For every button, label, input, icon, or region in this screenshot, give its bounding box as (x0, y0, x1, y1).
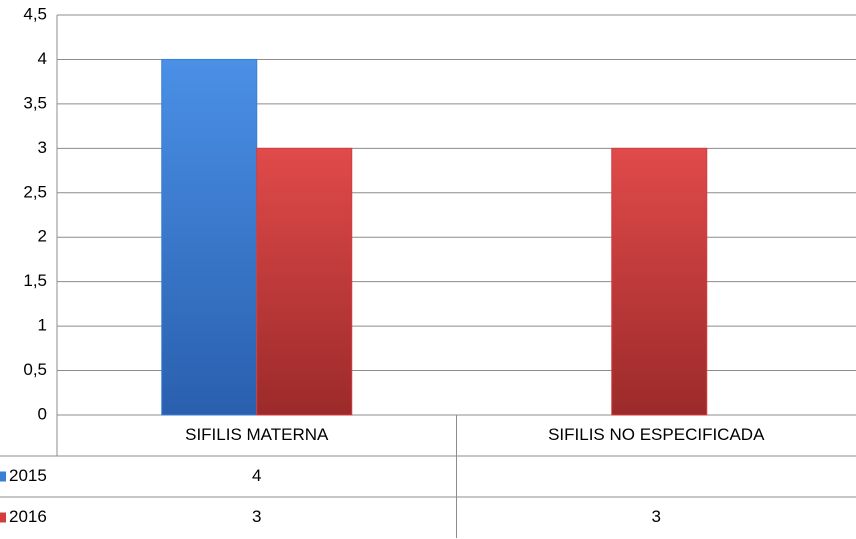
bar (161, 58, 258, 416)
y-tick-label: 4 (38, 49, 47, 68)
table-value: 3 (652, 507, 661, 526)
table-value: 4 (252, 466, 261, 485)
x-tick-label: SIFILIS MATERNA (185, 425, 329, 444)
x-tick-label: SIFILIS NO ESPECIFICADA (548, 425, 765, 444)
y-tick-label: 0 (38, 404, 47, 423)
bar (611, 147, 708, 416)
y-tick-label: 3 (38, 138, 47, 157)
y-tick-label: 1 (38, 316, 47, 335)
legend-key (0, 512, 6, 523)
legend-label: 2015 (9, 466, 47, 485)
y-tick-label: 4,5 (23, 4, 47, 23)
bar (256, 147, 353, 416)
y-tick-label: 2,5 (23, 182, 47, 201)
y-tick-label: 2 (38, 227, 47, 246)
legend-key (0, 471, 6, 482)
legend-label: 2016 (9, 507, 47, 526)
y-tick-label: 1,5 (23, 271, 47, 290)
table-value: 3 (252, 507, 261, 526)
y-tick-label: 0,5 (23, 360, 47, 379)
y-tick-label: 3,5 (23, 93, 47, 112)
